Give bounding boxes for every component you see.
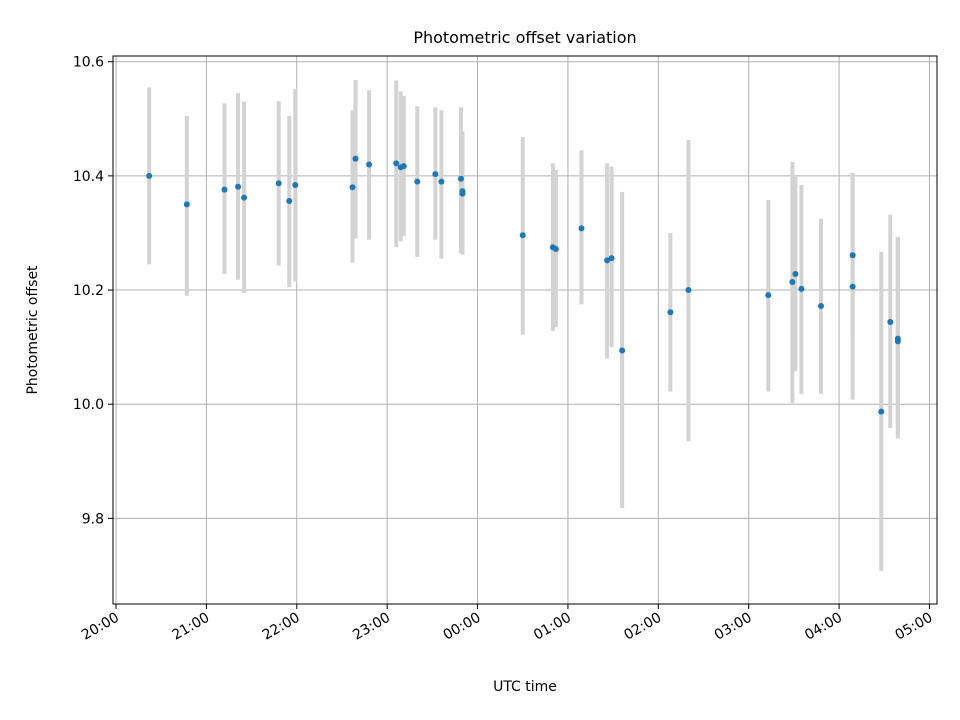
data-point bbox=[241, 194, 248, 201]
y-tick-label: 10.0 bbox=[73, 397, 104, 413]
data-point bbox=[519, 232, 526, 239]
data-point bbox=[849, 252, 856, 259]
data-point bbox=[792, 271, 799, 278]
point-layer bbox=[146, 155, 901, 415]
data-point bbox=[146, 172, 153, 179]
plot-frame bbox=[112, 55, 938, 605]
data-point bbox=[765, 292, 772, 299]
x-tick-label: 05:00 bbox=[893, 610, 936, 644]
y-tick-label: 10.4 bbox=[73, 169, 104, 185]
data-point bbox=[414, 178, 421, 185]
data-point bbox=[275, 180, 282, 187]
data-point bbox=[818, 303, 825, 310]
data-point bbox=[292, 182, 299, 189]
data-point bbox=[887, 319, 894, 326]
data-point bbox=[457, 175, 464, 182]
y-axis-label: Photometric offset bbox=[25, 265, 41, 395]
data-point bbox=[798, 285, 805, 292]
x-tick-label: 22:00 bbox=[260, 610, 303, 644]
y-tick-label: 9.8 bbox=[82, 511, 104, 527]
x-tick-label: 02:00 bbox=[621, 610, 664, 644]
data-point bbox=[352, 155, 359, 162]
data-point bbox=[432, 171, 439, 178]
tick-layer: 20:00 21:00 22:00 23:00 00:00 01:00 02:00 03:00… bbox=[73, 55, 936, 644]
y-tick-label: 10.6 bbox=[73, 55, 104, 71]
data-point bbox=[366, 161, 373, 168]
x-tick-label: 00:00 bbox=[441, 610, 484, 644]
x-tick-label: 23:00 bbox=[350, 610, 393, 644]
data-point bbox=[286, 197, 293, 204]
data-point bbox=[619, 347, 626, 354]
x-tick-label: 21:00 bbox=[169, 610, 212, 644]
data-point bbox=[789, 279, 796, 286]
x-tick-label: 01:00 bbox=[531, 610, 574, 644]
errorbar-layer bbox=[147, 79, 900, 571]
data-point bbox=[608, 255, 615, 262]
y-tick-label: 10.2 bbox=[73, 283, 104, 299]
data-point bbox=[183, 201, 190, 208]
chart-title: Photometric offset variation bbox=[413, 28, 636, 47]
data-point bbox=[685, 287, 692, 294]
x-tick-label: 20:00 bbox=[79, 610, 122, 644]
data-point bbox=[604, 257, 611, 264]
data-point bbox=[578, 225, 585, 232]
data-point bbox=[894, 338, 901, 345]
x-tick-label: 04:00 bbox=[802, 610, 845, 644]
x-tick-label: 03:00 bbox=[712, 610, 755, 644]
x-axis-label: UTC time bbox=[493, 679, 557, 695]
data-point bbox=[400, 163, 407, 170]
data-point bbox=[552, 245, 559, 252]
data-point bbox=[393, 160, 400, 167]
data-point bbox=[235, 183, 242, 190]
data-point bbox=[221, 186, 228, 193]
data-point bbox=[438, 178, 445, 185]
data-point bbox=[667, 309, 674, 316]
data-point bbox=[349, 184, 356, 191]
data-point bbox=[459, 190, 466, 197]
data-point bbox=[878, 408, 885, 415]
data-point bbox=[849, 283, 856, 290]
